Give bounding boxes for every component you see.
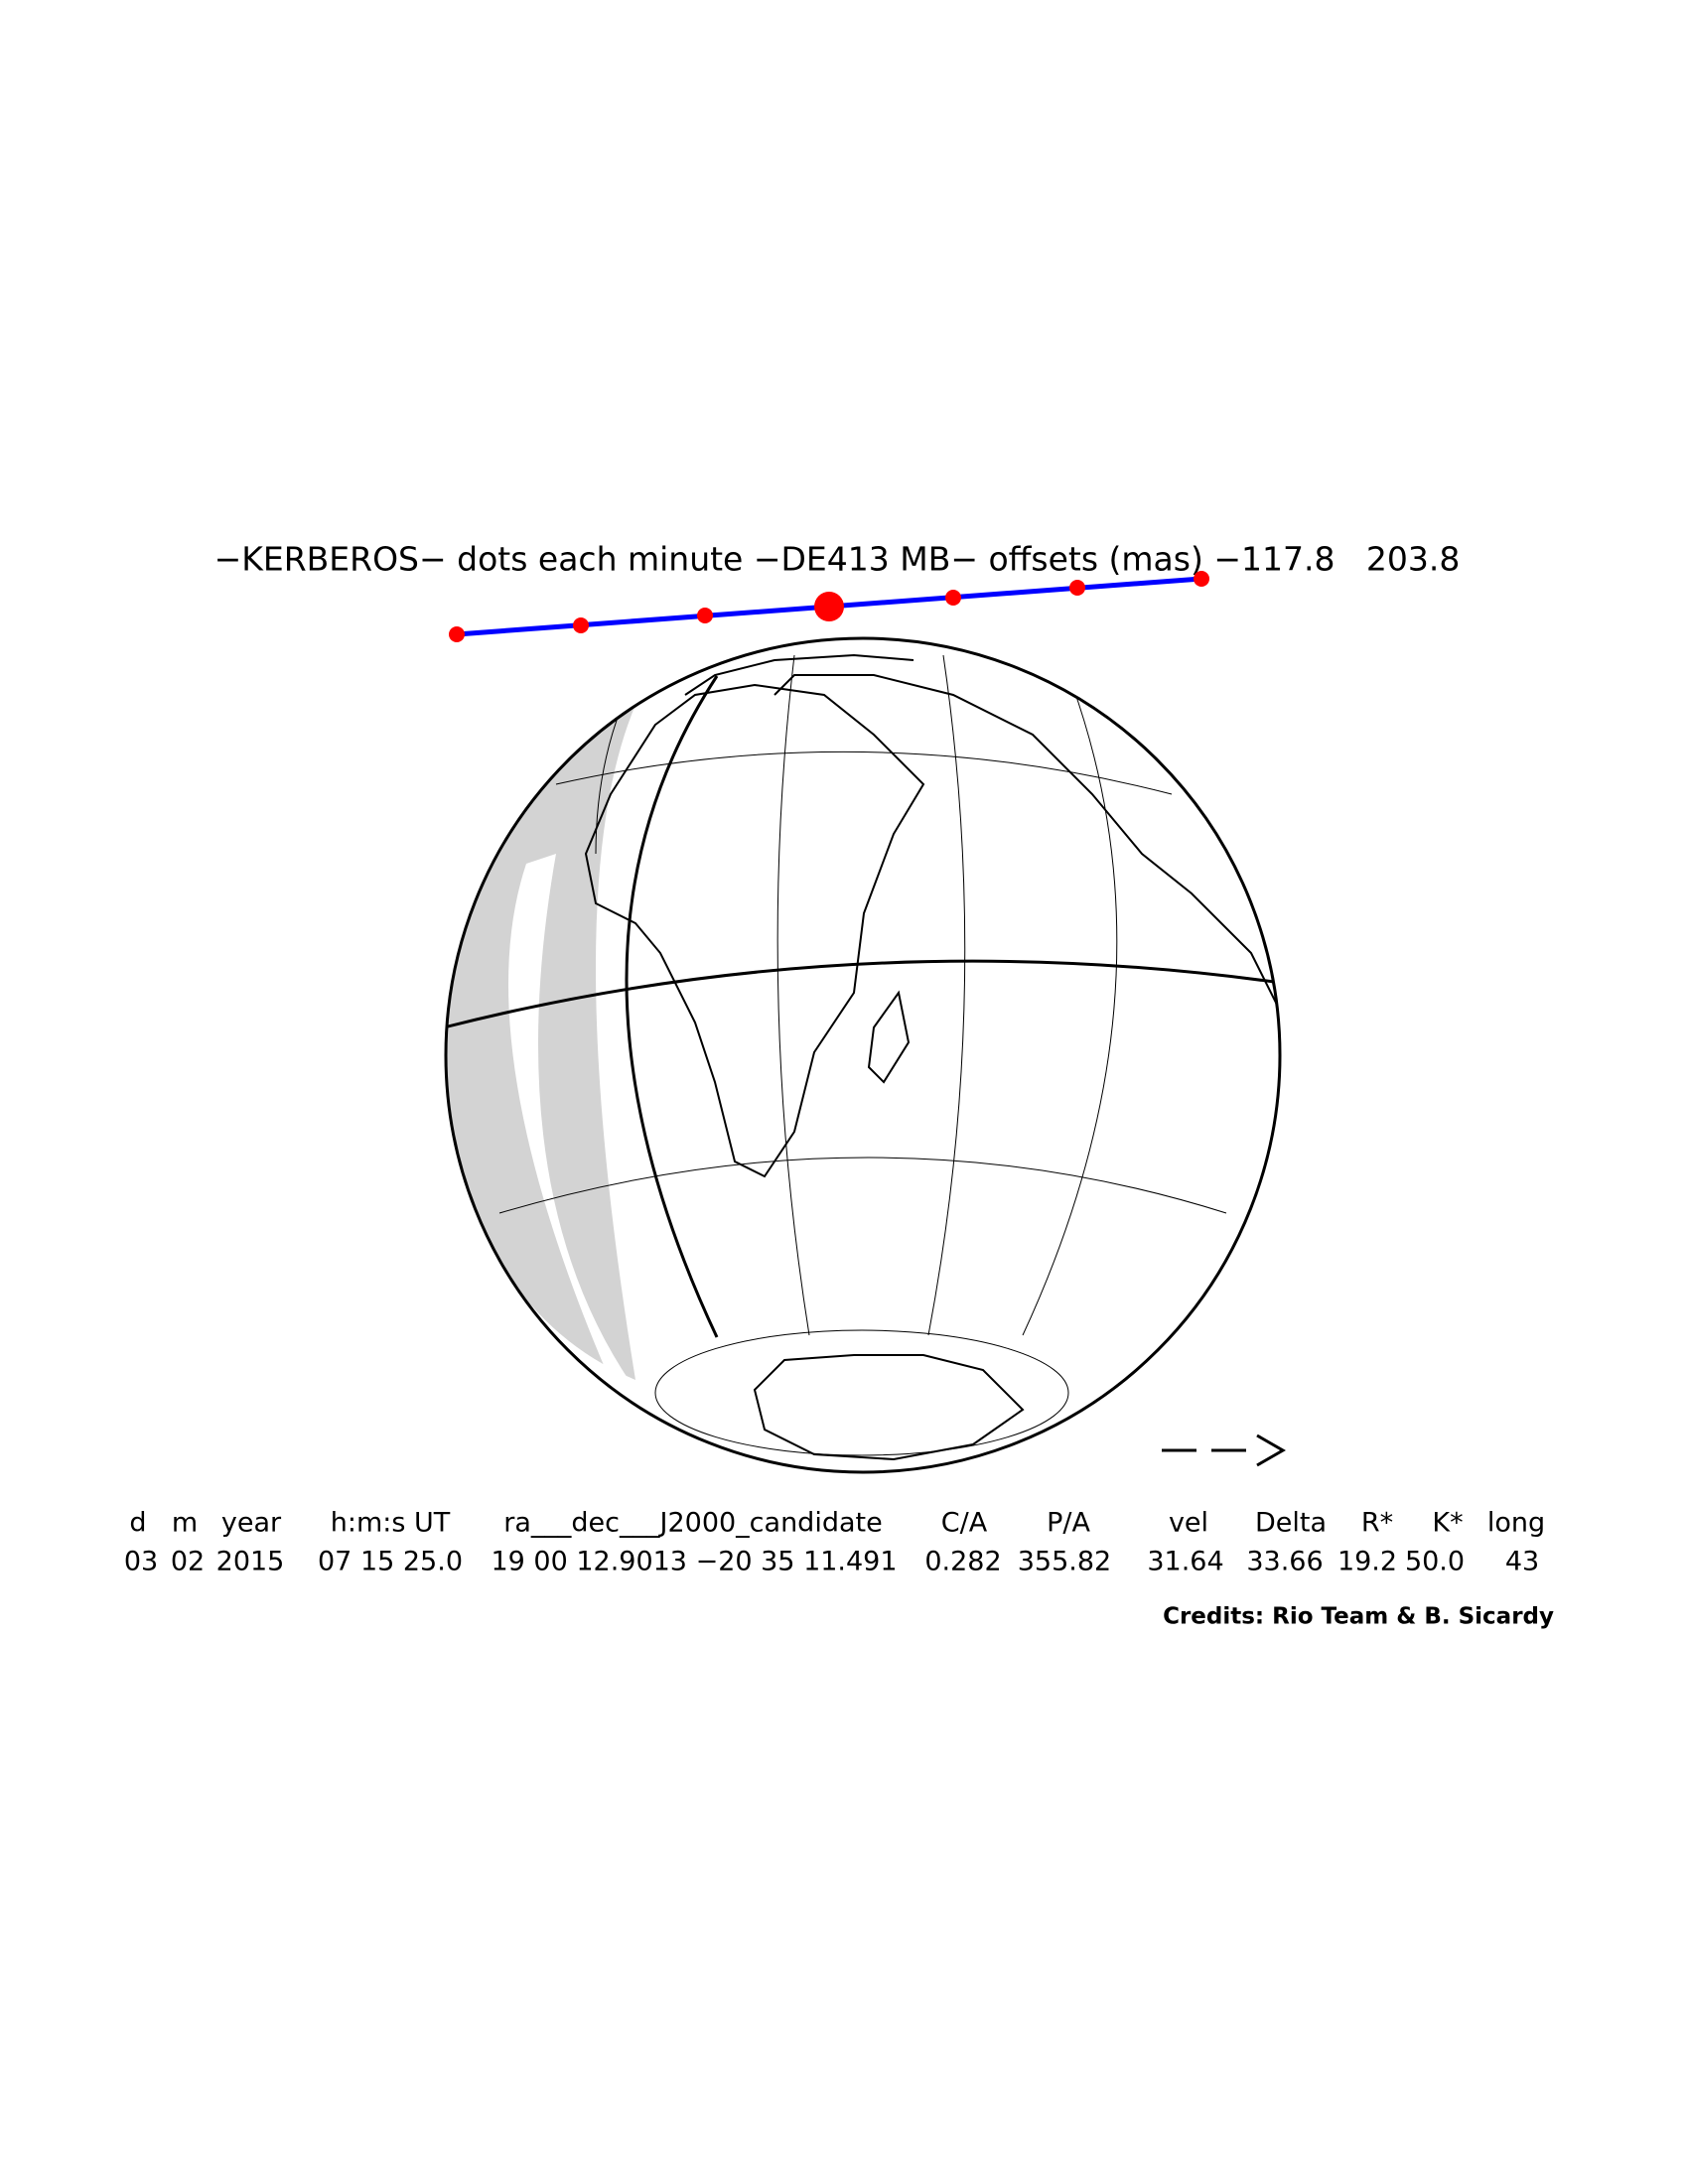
track	[449, 571, 1209, 642]
table-header: h:m:s UT	[331, 1508, 451, 1539]
credits: Credits: Rio Team & B. Sicardy	[1163, 1604, 1554, 1630]
table-value: 0.282	[924, 1547, 1001, 1577]
dot	[697, 608, 713, 623]
dot	[945, 590, 961, 606]
madagascar	[867, 990, 911, 1084]
table-value: 19 00 12.9013 −20 35 11.491	[491, 1547, 897, 1577]
table-header: d	[129, 1508, 146, 1539]
antarctica	[753, 1354, 1025, 1461]
table-value: 43	[1505, 1547, 1539, 1577]
table-header: vel	[1169, 1508, 1208, 1539]
table-value: 02	[171, 1547, 205, 1577]
globe-outline	[444, 636, 1282, 1474]
parallel	[498, 1157, 1227, 1214]
table-header: Delta	[1255, 1508, 1327, 1539]
meridian	[776, 654, 810, 1336]
table-value: 2015	[216, 1547, 285, 1577]
table-header: m	[172, 1508, 198, 1539]
meridian	[927, 654, 966, 1336]
table-value: 03	[124, 1547, 158, 1577]
shade	[446, 705, 635, 1380]
table: d m year h:m:s UT ra___dec___J2000_candidate…	[124, 1508, 1545, 1577]
europe	[684, 653, 914, 696]
table-header: ra___dec___J2000_candidate	[503, 1508, 882, 1539]
dot-main	[814, 592, 844, 621]
dot	[1069, 580, 1085, 596]
asia	[774, 674, 1280, 1014]
table-value: 33.66	[1246, 1547, 1323, 1577]
table-value: 19.2	[1337, 1547, 1397, 1577]
title: −KERBEROS− dots each minute −DE413 MB− o…	[214, 540, 1461, 579]
meridian-thick	[625, 675, 719, 1338]
parallel	[654, 1329, 1069, 1456]
table-header: R*	[1361, 1508, 1393, 1539]
dot	[449, 626, 465, 642]
dot	[573, 617, 589, 633]
meridian	[1022, 684, 1118, 1336]
globe	[444, 636, 1282, 1474]
table-header: C/A	[941, 1508, 988, 1539]
table-value: 355.82	[1018, 1547, 1111, 1577]
table-header: K*	[1432, 1508, 1463, 1539]
table-value: 07 15 25.0	[318, 1547, 463, 1577]
table-header: long	[1487, 1508, 1545, 1539]
table-value: 31.64	[1147, 1547, 1223, 1577]
parallel	[555, 751, 1173, 795]
table-header: year	[221, 1508, 282, 1539]
table-value: 50.0	[1405, 1547, 1465, 1577]
africa	[584, 683, 925, 1178]
direction-arrow	[1162, 1433, 1287, 1467]
table-header: P/A	[1047, 1508, 1090, 1539]
dot	[1194, 571, 1209, 587]
